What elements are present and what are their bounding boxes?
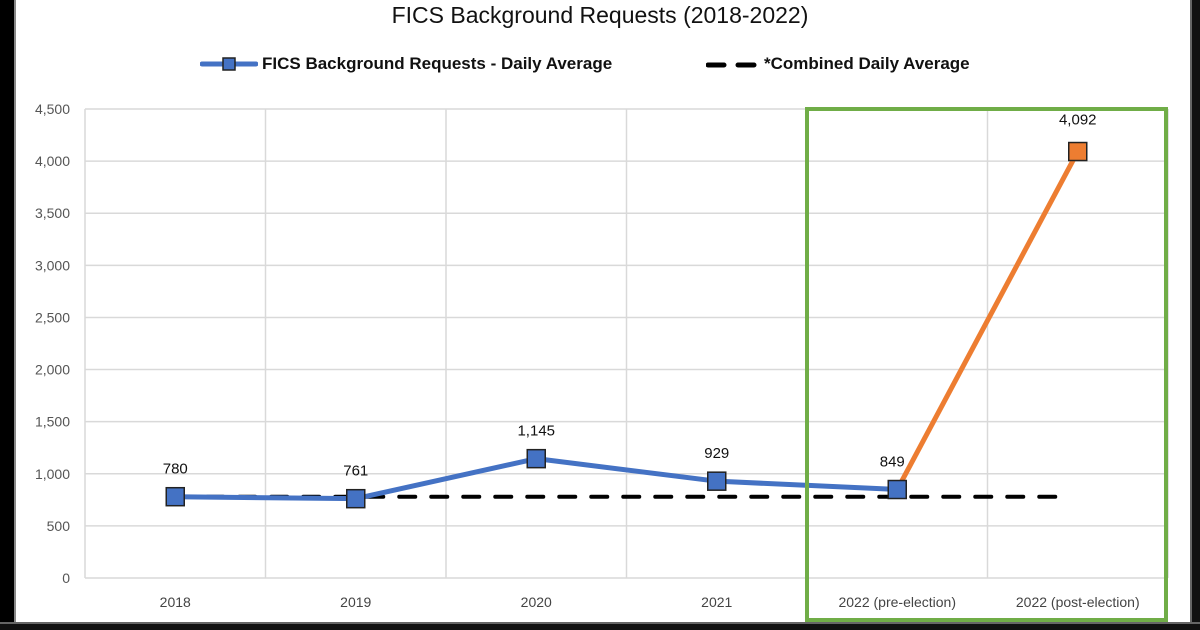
y-tick-label: 1,000 [35,466,70,482]
legend-label-daily-average: FICS Background Requests - Daily Average [262,54,613,73]
chart-frame [14,0,1192,622]
legend-line-marker-icon [200,57,258,71]
legend: FICS Background Requests - Daily Average… [0,54,1200,80]
data-point-marker [526,448,546,469]
legend-item-combined-average: *Combined Daily Average [706,54,970,74]
y-tick-label: 0 [62,570,70,586]
y-tick-label: 4,500 [35,101,70,117]
data-point-marker [887,479,907,500]
y-tick-label: 3,000 [35,257,70,273]
y-tick-label: 4,000 [35,153,70,169]
y-tick-label: 3,500 [35,205,70,221]
legend-item-daily-average: FICS Background Requests - Daily Average [200,54,612,74]
right-border [1190,0,1200,630]
legend-label-combined-average: *Combined Daily Average [764,54,970,73]
x-tick-label: 2018 [160,594,191,610]
chart-title: FICS Background Requests (2018-2022) [391,2,809,28]
y-tick-label: 2,000 [35,362,70,378]
data-point-marker [1068,141,1088,162]
data-label: 849 [880,454,905,471]
y-axis-ticks: 0 500 1,000 1,500 2,000 2,500 3,000 3,500 4,000 4… [35,101,70,586]
gridlines [84,108,1169,579]
data-label: 4,092 [1059,112,1097,129]
data-point-marker [707,471,727,491]
x-tick-label: 2022 (post-election) [1016,594,1140,610]
bottom-border [0,622,1200,630]
x-tick-label: 2021 [701,594,732,610]
y-tick-label: 2,500 [35,309,70,325]
data-label: 780 [163,461,188,478]
x-axis-ticks: 2018 2019 2020 2021 2022 (pre-election) 2022 … [160,594,1140,610]
x-tick-label: 2019 [340,594,371,610]
x-tick-label: 2020 [521,594,552,610]
daily-average-series [165,141,1088,509]
data-point-marker [346,488,366,509]
data-point-marker [165,486,185,507]
y-tick-label: 500 [47,518,71,534]
data-label: 929 [704,445,729,462]
y-tick-label: 1,500 [35,414,70,430]
highlight-box [805,107,1168,622]
legend-dashed-line-icon [706,62,757,68]
data-label: 761 [343,463,368,480]
data-label: 1,145 [517,423,555,440]
x-tick-label: 2022 (pre-election) [838,594,956,610]
data-labels: 780 761 1,145 929 849 4,092 [163,112,1097,480]
